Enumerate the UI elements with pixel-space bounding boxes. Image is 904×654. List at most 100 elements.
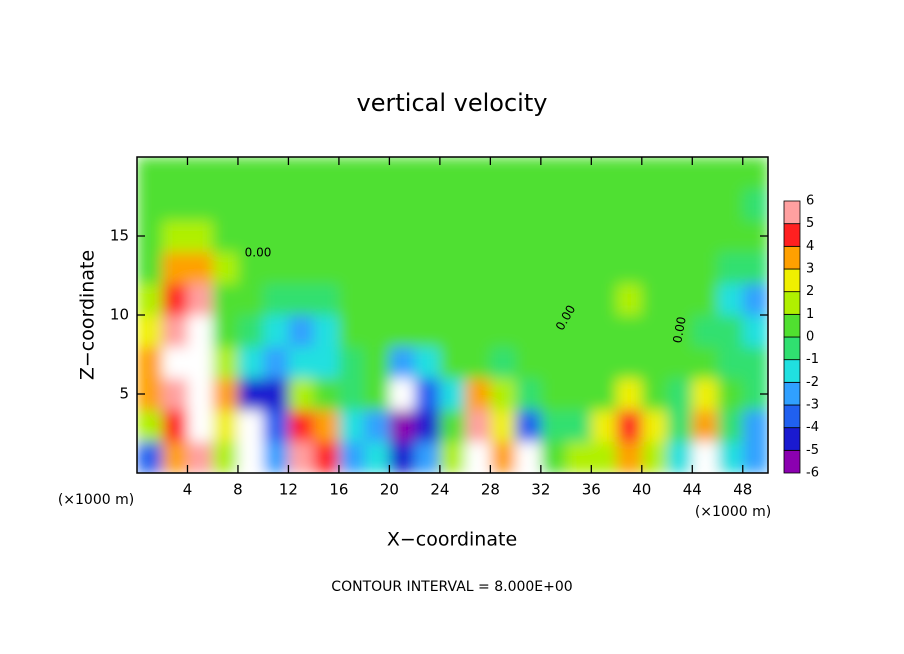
cell [288, 409, 315, 442]
colorbar-label: 6 [806, 194, 814, 209]
cell [414, 251, 441, 284]
cell [490, 378, 517, 411]
cell [616, 315, 643, 348]
cell [313, 283, 340, 316]
x-tick-label: 32 [531, 481, 550, 499]
x-tick-label: 48 [733, 481, 752, 499]
cell [162, 188, 188, 221]
cell [288, 157, 315, 190]
cell [212, 346, 239, 379]
cell [717, 441, 744, 473]
cell [490, 315, 517, 348]
cell [641, 315, 668, 348]
cell [414, 346, 441, 379]
cell [742, 409, 768, 442]
x-tick-label: 36 [582, 481, 601, 499]
cell [540, 220, 567, 253]
cell [137, 409, 163, 442]
cell [566, 378, 592, 411]
cell [414, 409, 441, 442]
cell [566, 441, 592, 473]
cell [237, 315, 264, 348]
cell [439, 409, 466, 442]
cell [692, 346, 719, 379]
cell [717, 220, 744, 253]
cell [616, 378, 643, 411]
cell [364, 157, 390, 190]
cell [162, 315, 188, 348]
colorbar-swatch [783, 223, 801, 247]
cell [137, 441, 163, 473]
colorbar-label: -6 [806, 466, 819, 481]
cell [667, 409, 693, 442]
x-tick-label: 28 [481, 481, 500, 499]
cell [540, 251, 567, 284]
cell [540, 315, 567, 348]
x-tick-label: 8 [233, 481, 243, 499]
cell [616, 441, 643, 473]
cell [237, 346, 264, 379]
colorbar-label: 1 [806, 307, 814, 322]
colorbar-label: -4 [806, 420, 819, 435]
cell [717, 315, 744, 348]
cell [641, 441, 668, 473]
cell [667, 188, 693, 221]
colorbar-label: 3 [806, 262, 814, 277]
cell [540, 188, 567, 221]
y-tick-label: 15 [110, 227, 129, 245]
cell [263, 346, 289, 379]
cell [338, 251, 365, 284]
cell [515, 409, 542, 442]
cell [439, 251, 466, 284]
cell [742, 157, 768, 190]
cell [338, 220, 365, 253]
cell [490, 188, 517, 221]
cell [540, 346, 567, 379]
colorbar-swatch [783, 245, 801, 270]
cell [263, 220, 289, 253]
cell [187, 220, 214, 253]
cell [465, 409, 491, 442]
contour-label: 0.00 [245, 246, 272, 260]
colorbar-swatch [783, 427, 801, 451]
cell [465, 157, 491, 190]
cell [515, 283, 542, 316]
cell [389, 188, 416, 221]
cell [641, 409, 668, 442]
cell [389, 409, 416, 442]
cell [338, 346, 365, 379]
cell [313, 315, 340, 348]
colorbar-label: 4 [806, 239, 814, 254]
cell [263, 251, 289, 284]
cell [641, 378, 668, 411]
cell [717, 251, 744, 284]
cell [717, 346, 744, 379]
cell [566, 220, 592, 253]
cell [717, 378, 744, 411]
x-tick-label: 4 [183, 481, 193, 499]
cell [364, 346, 390, 379]
colorbar-swatch [783, 200, 801, 225]
cell [237, 283, 264, 316]
cell [692, 251, 719, 284]
y-axis-label: Z−coordinate [77, 250, 99, 380]
cell [237, 441, 264, 473]
x-axis-label: X−coordinate [387, 529, 517, 551]
cell [313, 188, 340, 221]
cell [414, 157, 441, 190]
cell [439, 346, 466, 379]
cell [187, 315, 214, 348]
cell [137, 283, 163, 316]
cell [313, 346, 340, 379]
cell [515, 251, 542, 284]
colorbar-swatch [783, 268, 801, 293]
cell [212, 441, 239, 473]
cell [692, 409, 719, 442]
cell [364, 378, 390, 411]
cell [237, 378, 264, 411]
cell [742, 346, 768, 379]
colorbar-label: 0 [806, 330, 814, 345]
cell [288, 251, 315, 284]
cell [540, 283, 567, 316]
